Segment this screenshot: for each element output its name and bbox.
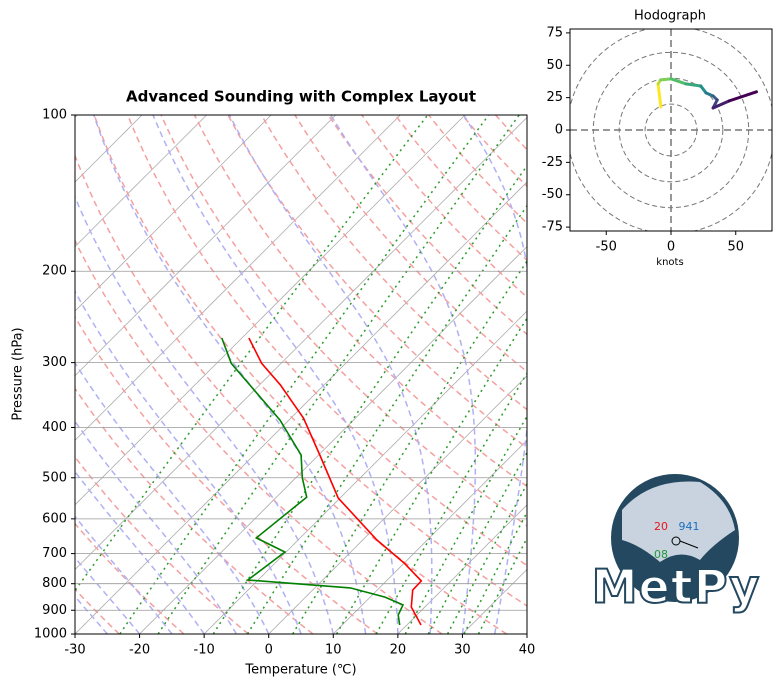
isotherm — [268, 375, 527, 634]
y-tick-label: 200 — [42, 264, 67, 279]
logo-pressure: 941 — [679, 520, 700, 533]
hodograph-data — [656, 77, 758, 110]
profile-line — [248, 337, 423, 626]
dry-adiabat — [193, 115, 527, 488]
dry-adiabat — [763, 115, 782, 634]
y-axis-label: Pressure (hPa) — [11, 327, 26, 420]
logo-barb — [679, 540, 699, 549]
x-tick-label: -50 — [596, 240, 617, 255]
hodograph-title: Hodograph — [634, 9, 706, 24]
x-tick-label: 0 — [265, 643, 273, 658]
mixing-line — [75, 115, 429, 592]
hodograph-segment — [727, 90, 758, 103]
isotherm — [75, 115, 401, 441]
dry-adiabat — [260, 115, 527, 411]
dry-adiabat — [160, 115, 527, 527]
mixing-line — [335, 316, 527, 634]
y-tick-label: 800 — [42, 576, 67, 591]
dry-adiabat — [75, 522, 185, 634]
skewt-frame — [74, 114, 528, 635]
dry-adiabat — [730, 115, 782, 634]
logo-temperature: 20 — [654, 520, 668, 533]
skewt-background — [75, 115, 782, 634]
dry-adiabat — [93, 115, 527, 607]
x-tick-label: 0 — [667, 240, 675, 255]
hodograph-segment — [711, 99, 731, 110]
x-tick-label: -30 — [64, 643, 85, 658]
isotherm — [397, 504, 527, 634]
y-tick-label: 700 — [42, 546, 67, 561]
moist-adiabat — [75, 515, 173, 634]
y-tick-label: 900 — [42, 603, 67, 618]
dry-adiabat — [75, 588, 120, 634]
dry-adiabat — [75, 315, 378, 634]
isotherm — [75, 115, 466, 506]
y-tick-label: -75 — [542, 220, 563, 235]
hodograph-background — [570, 29, 772, 231]
y-tick-label: -50 — [542, 187, 563, 202]
hodograph-segment — [684, 82, 703, 88]
dry-adiabat — [75, 455, 249, 634]
hodograph-segment — [659, 77, 673, 82]
moist-adiabat — [152, 115, 399, 634]
y-tick-label: 1000 — [34, 627, 67, 642]
moist-adiabat — [330, 115, 477, 634]
isotherm — [75, 115, 272, 312]
isotherm — [75, 116, 527, 571]
dry-adiabat — [75, 239, 443, 634]
x-tick-label: 50 — [727, 240, 744, 255]
mixing-line — [246, 204, 527, 634]
isotherm — [462, 568, 527, 634]
y-tick-label: 75 — [546, 25, 563, 40]
dry-adiabat — [327, 115, 527, 336]
hodograph-segment — [669, 77, 688, 86]
x-tick-label: 40 — [519, 643, 536, 658]
y-tick-label: 500 — [42, 470, 67, 485]
hodograph-x-label: knots — [656, 257, 683, 268]
y-tick-label: 25 — [546, 90, 563, 105]
y-tick-label: 300 — [42, 355, 67, 370]
mixing-line — [157, 115, 520, 634]
moist-adiabat — [526, 630, 527, 634]
logo-land — [622, 481, 735, 562]
y-tick-label: -25 — [542, 155, 563, 170]
hodograph-segment — [656, 82, 663, 109]
skewt-title: Advanced Sounding with Complex Layout — [126, 88, 476, 106]
x-tick-label: 20 — [390, 643, 407, 658]
moist-adiabat — [75, 420, 238, 634]
moist-adiabat — [92, 115, 367, 634]
x-axis-label: Temperature (℃) — [244, 663, 356, 678]
y-tick-label: 0 — [555, 123, 563, 138]
profile-line — [221, 337, 405, 626]
logo-dewpoint: 08 — [654, 548, 668, 561]
x-tick-label: 30 — [454, 643, 471, 658]
y-tick-label: 400 — [42, 420, 67, 435]
dry-adiabat — [75, 387, 314, 634]
y-tick-label: 600 — [42, 511, 67, 526]
mixing-line — [119, 115, 490, 634]
isotherm — [75, 115, 336, 377]
moist-adiabat — [75, 195, 335, 634]
moist-adiabat — [228, 115, 433, 634]
moist-adiabat — [75, 470, 205, 634]
x-tick-label: -10 — [194, 643, 215, 658]
isotherm — [333, 439, 527, 634]
y-tick-label: 100 — [42, 108, 67, 123]
dry-adiabat — [294, 115, 527, 373]
logo-text: MetPy — [592, 560, 761, 614]
moist-adiabat — [75, 361, 270, 634]
mixing-line — [212, 164, 527, 634]
mixing-line — [292, 259, 527, 634]
moist-adiabat — [463, 115, 527, 634]
x-tick-label: -20 — [129, 643, 150, 658]
x-tick-label: 10 — [325, 643, 342, 658]
skewt-data — [221, 337, 423, 626]
isotherm — [75, 181, 527, 634]
y-tick-label: 50 — [546, 58, 563, 73]
dry-adiabat — [127, 115, 527, 567]
logo: 20 941 08 MetPy — [591, 474, 761, 615]
isotherm — [139, 246, 527, 634]
